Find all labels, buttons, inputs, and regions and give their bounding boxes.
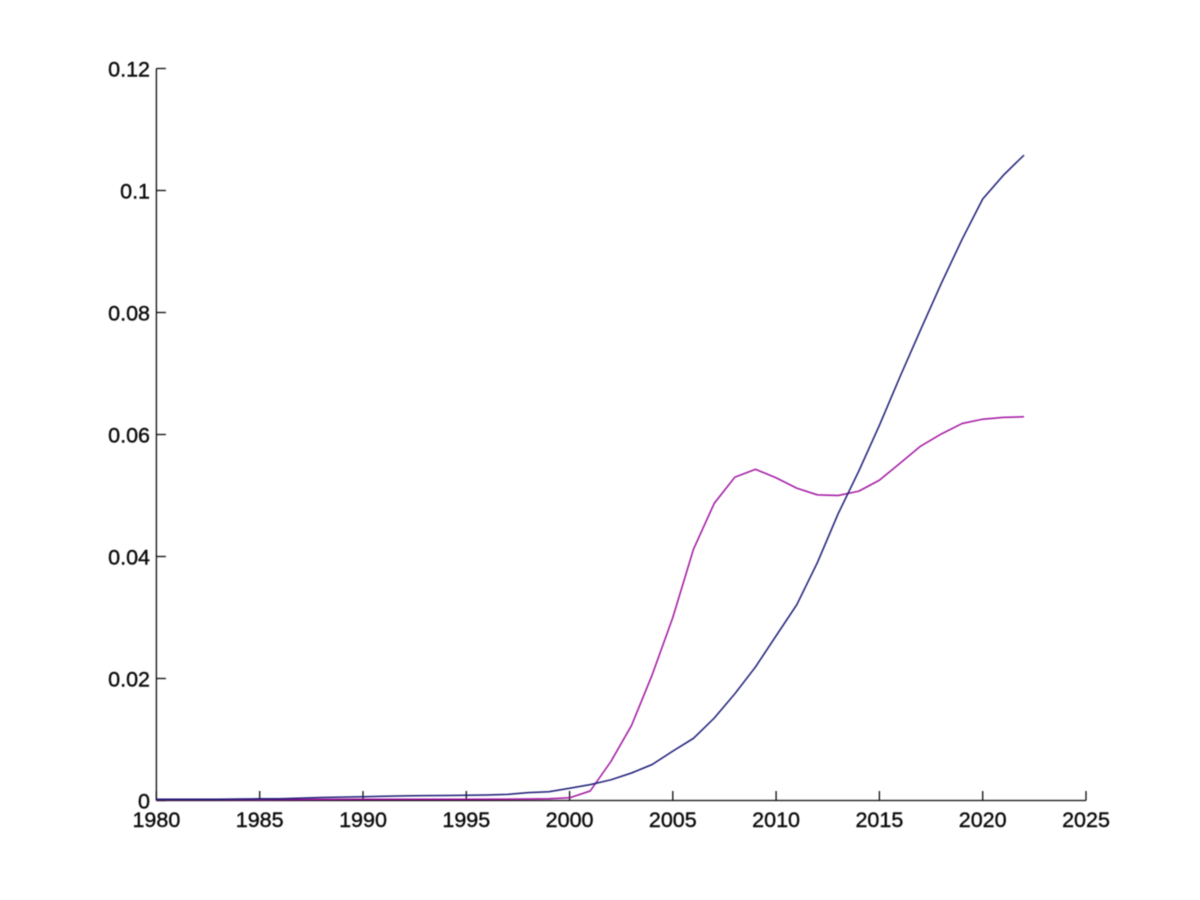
svg-text:1990: 1990 bbox=[339, 808, 387, 832]
svg-text:0.08: 0.08 bbox=[108, 301, 150, 325]
svg-text:0.06: 0.06 bbox=[108, 423, 150, 447]
svg-text:1995: 1995 bbox=[442, 808, 490, 832]
svg-text:2005: 2005 bbox=[649, 808, 697, 832]
svg-text:2000: 2000 bbox=[546, 808, 594, 832]
svg-text:1985: 1985 bbox=[236, 808, 284, 832]
svg-text:2015: 2015 bbox=[855, 808, 903, 832]
svg-text:0.04: 0.04 bbox=[108, 545, 150, 569]
svg-text:0.02: 0.02 bbox=[108, 667, 150, 691]
svg-text:1980: 1980 bbox=[132, 808, 180, 832]
svg-text:0.1: 0.1 bbox=[120, 179, 150, 203]
svg-text:0: 0 bbox=[138, 789, 150, 813]
svg-text:2020: 2020 bbox=[959, 808, 1007, 832]
svg-text:2010: 2010 bbox=[752, 808, 800, 832]
svg-text:0.12: 0.12 bbox=[108, 57, 150, 81]
svg-text:2025: 2025 bbox=[1062, 808, 1110, 832]
